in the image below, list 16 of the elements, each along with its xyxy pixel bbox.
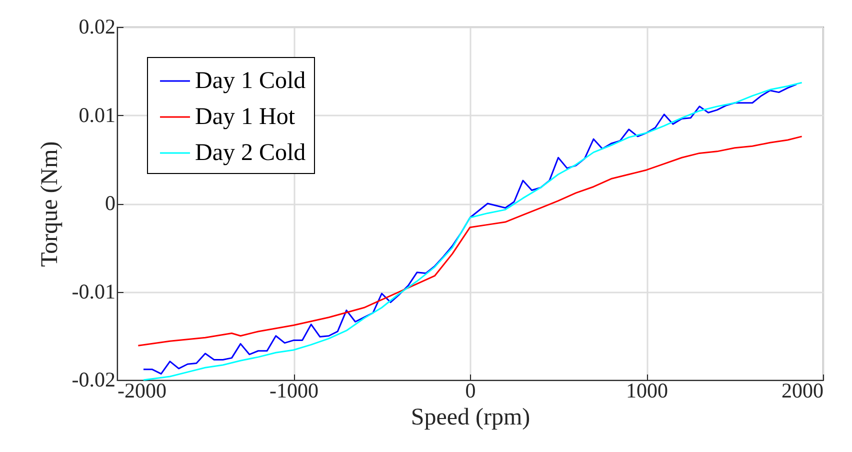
y-tick-label: 0 [105,191,116,215]
y-tick-label: 0.02 [78,14,116,38]
x-tick-label: 0 [465,378,476,402]
y-axis-title: Torque (Nm) [36,141,63,267]
x-tick-label: -1000 [270,378,318,402]
x-axis-title: Speed (rpm) [410,404,530,430]
legend-label: Day 1 Cold [195,68,306,94]
x-tick-label: 1000 [626,378,668,402]
legend-label: Day 1 Hot [195,104,296,130]
y-tick-label: 0.01 [78,102,116,127]
x-tick-label: -2000 [118,378,166,402]
y-tick-label: -0.02 [72,368,116,392]
line-series [137,136,803,346]
y-tick-label: -0.01 [72,279,116,304]
legend-label: Day 2 Cold [195,140,306,166]
x-tick-label: 2000 [782,378,824,402]
